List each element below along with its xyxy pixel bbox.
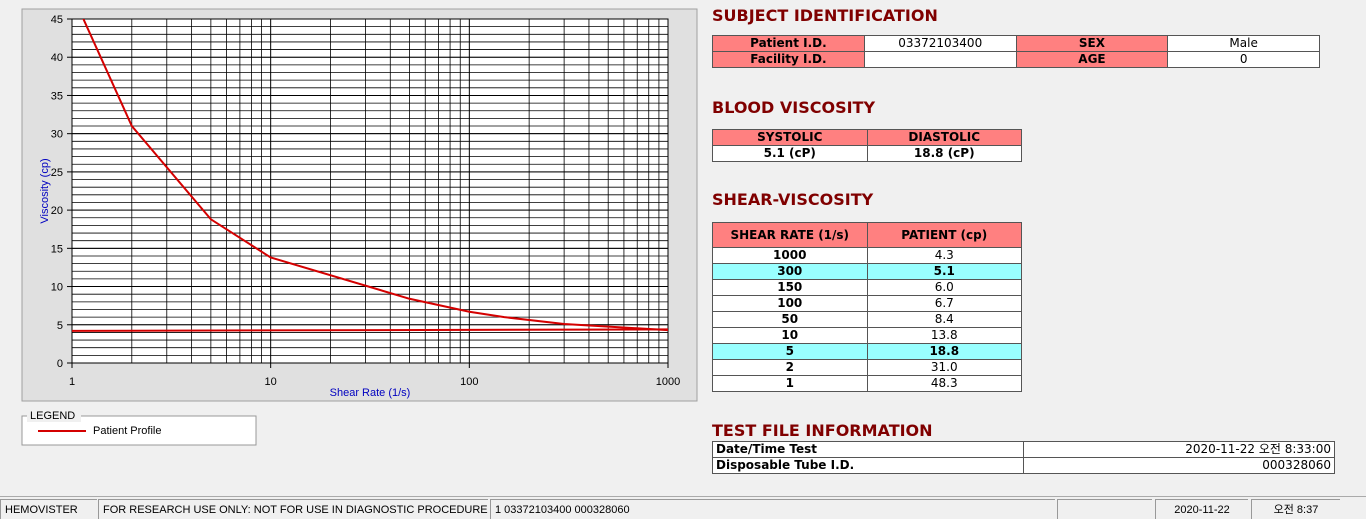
status-cell: 2020-11-22 [1155,499,1248,519]
table-row: 150 6.0 [712,279,1022,296]
section-title: TEST FILE INFORMATION [712,421,933,440]
x-tick-label: 1 [69,376,75,388]
shear-rate: 2 [712,359,868,376]
table-row: 10 13.8 [712,327,1022,344]
legend-title-bg [27,408,81,422]
y-axis-label: Viscosity (cp) [39,158,51,223]
field-value [863,51,1017,68]
shear-rate: 1000 [712,247,868,264]
column-header: SYSTOLIC [712,129,868,146]
y-tick-label: 25 [51,167,63,179]
status-cell: FOR RESEARCH USE ONLY: NOT FOR USE IN DI… [98,499,488,519]
viscosity: 4.3 [866,247,1022,264]
viscosity: 5.1 [866,263,1022,280]
y-tick-label: 20 [51,205,63,217]
column-header: DIASTOLIC [866,129,1022,146]
y-tick-label: 0 [57,358,63,370]
field-label: SEX [1015,35,1169,52]
chart: LEGEND 0 5 10 15 20 25 30 35 40 45 1 10 100 1000 Shear… [21,8,698,446]
blood-value: 18.8 (cP) [866,145,1022,162]
x-axis-label: Shear Rate (1/s) [330,387,411,399]
table-row: Facility I.D. AGE 0 [712,51,1320,68]
table-row: 300 5.1 [712,263,1022,280]
viscosity: 6.0 [866,279,1022,296]
subject-table: Patient I.D. 03372103400 SEX Male Facility I… [712,35,1320,68]
field-label: Date/Time Test [712,441,1024,458]
section-title: BLOOD VISCOSITY [712,98,876,117]
shear-rate: 10 [712,327,868,344]
viscosity: 13.8 [866,327,1022,344]
legend-title: LEGEND [30,410,75,422]
legend-label: Patient Profile [93,425,161,437]
shear-rate: 50 [712,311,868,328]
viscosity: 31.0 [866,359,1022,376]
table-row: Disposable Tube I.D. 000328060 [712,457,1335,474]
viscosity: 8.4 [866,311,1022,328]
status-cell: HEMOVISTER [0,499,97,519]
y-tick-label: 30 [51,129,63,141]
blood-value: 5.1 (cP) [712,145,868,162]
shear-table: SHEAR RATE (1/s) PATIENT (cp) 1000 4.3 300 5.… [712,222,1022,392]
x-tick-label: 100 [460,376,478,388]
table-row: Patient I.D. 03372103400 SEX Male [712,35,1320,52]
shear-rate: 5 [712,343,868,360]
table-row: 50 8.4 [712,311,1022,328]
y-tick-label: 15 [51,243,63,255]
table-row: SHEAR RATE (1/s) PATIENT (cp) [712,222,1022,248]
shear-rate: 150 [712,279,868,296]
table-row: 5.1 (cP) 18.8 (cP) [712,145,1022,162]
table-row: Date/Time Test 2020-11-22 오전 8:33:00 [712,441,1335,458]
series-line [82,19,668,332]
table-row: 2 31.0 [712,359,1022,376]
column-header: SHEAR RATE (1/s) [712,222,868,248]
shear-rate: 1 [712,375,868,392]
plot-border [71,18,669,364]
section-title: SHEAR-VISCOSITY [712,190,874,209]
table-row: SYSTOLIC DIASTOLIC [712,129,1022,146]
field-value: 03372103400 [863,35,1017,52]
section-title: SUBJECT IDENTIFICATION [712,6,938,25]
y-tick-label: 40 [51,52,63,64]
test-file-table: Date/Time Test 2020-11-22 오전 8:33:00 Dispo… [712,441,1335,474]
column-header: PATIENT (cp) [866,222,1022,248]
field-label: Disposable Tube I.D. [712,457,1024,474]
field-value: 2020-11-22 오전 8:33:00 [1023,441,1335,458]
field-label: Facility I.D. [712,51,865,68]
plot-area [72,19,668,363]
y-tick-label: 10 [51,282,63,294]
blood-table: SYSTOLIC DIASTOLIC 5.1 (cP) 18.8 (cP) [712,129,1022,162]
status-bar: HEMOVISTER FOR RESEARCH USE ONLY: NOT FOR… [0,496,1366,519]
y-tick-label: 35 [51,90,63,102]
table-row: 5 18.8 [712,343,1022,360]
table-row: 1000 4.3 [712,247,1022,264]
status-cell: 오전 8:37 [1251,499,1340,519]
status-cell: 1 03372103400 000328060 [490,499,1055,519]
field-value: 0 [1167,51,1320,68]
x-tick-label: 10 [265,376,277,388]
status-cell [1057,499,1152,519]
shear-rate: 100 [712,295,868,312]
field-value: 000328060 [1023,457,1335,474]
x-tick-label: 1000 [656,376,680,388]
field-label: AGE [1015,51,1169,68]
viscosity: 48.3 [866,375,1022,392]
table-row: 100 6.7 [712,295,1022,312]
y-tick-label: 45 [51,14,63,26]
viscosity: 6.7 [866,295,1022,312]
field-value: Male [1167,35,1320,52]
y-tick-label: 5 [57,320,63,332]
table-row: 1 48.3 [712,375,1022,392]
series-line [72,328,668,332]
shear-rate: 300 [712,263,868,280]
field-label: Patient I.D. [712,35,865,52]
viscosity: 18.8 [866,343,1022,360]
